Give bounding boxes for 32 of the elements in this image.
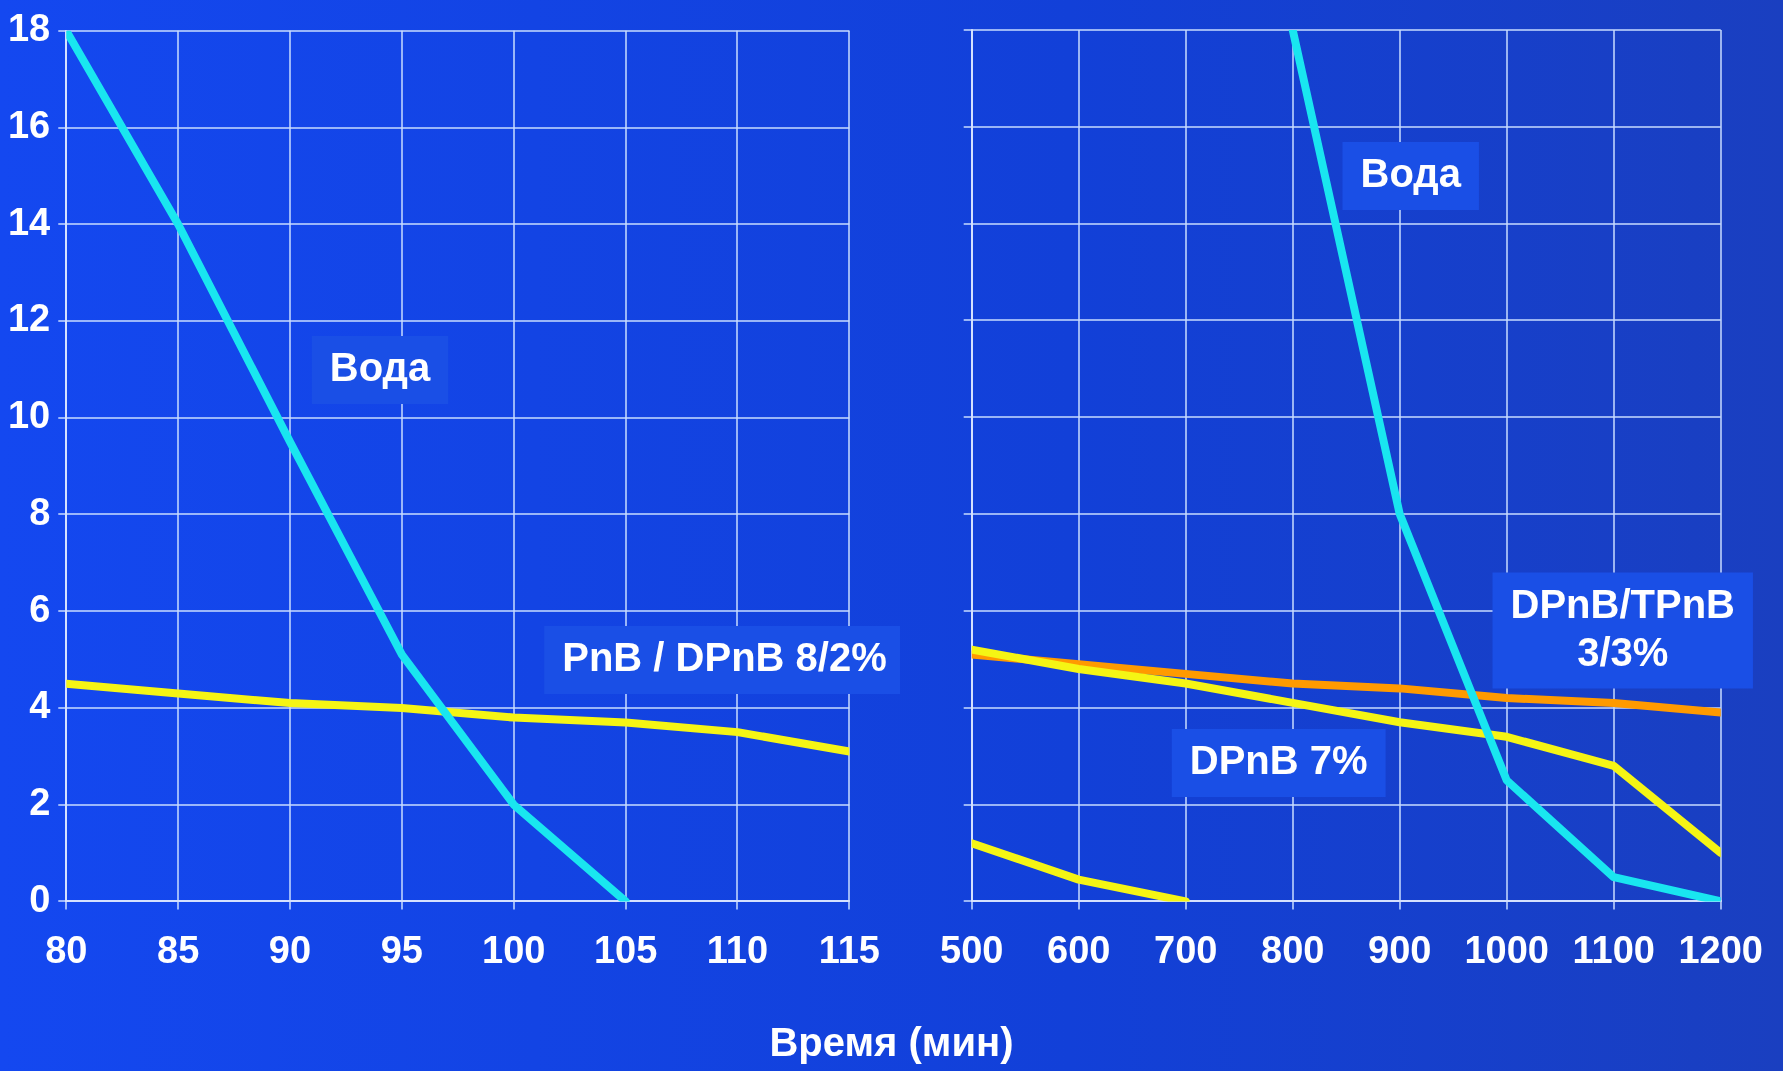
y-tick-label: 16 [7, 104, 51, 147]
x-tick-label: 500 [940, 928, 1004, 971]
x-tick-label: 1000 [1464, 928, 1549, 971]
y-tick-label: 14 [7, 200, 51, 243]
x-tick-label: 80 [45, 928, 88, 971]
series-label: DPnB/TPnB 3/3% [1510, 581, 1735, 674]
x-axis-title: Время (мин) [768, 1020, 1015, 1065]
x-tick-label: 110 [706, 928, 769, 971]
x-tick-label: 600 [1047, 928, 1111, 971]
y-tick-label: 8 [29, 490, 51, 533]
x-tick-label: 800 [1261, 928, 1325, 971]
x-tick-label: 700 [1154, 928, 1218, 971]
x-tick-label: 95 [380, 928, 424, 971]
x-tick-label: 90 [268, 928, 312, 971]
y-tick-label: 18 [7, 7, 51, 50]
series-label: PnB / DPnB 8/2% [562, 635, 887, 680]
x-tick-label: 115 [818, 928, 880, 971]
y-tick-label: 6 [29, 587, 51, 630]
y-tick-label: 12 [7, 297, 51, 340]
y-tick-label: 4 [29, 684, 51, 727]
series-label: Вода [329, 344, 431, 389]
x-tick-label: 105 [593, 928, 658, 971]
x-tick-label: 900 [1368, 928, 1432, 971]
series-label: DPnB 7% [1189, 737, 1368, 782]
x-tick-label: 100 [482, 928, 546, 971]
series-label: Вода [1360, 151, 1462, 196]
x-tick-label: 1100 [1572, 928, 1655, 971]
x-tick-label: 1200 [1678, 928, 1764, 971]
y-tick-label: 2 [29, 781, 51, 824]
y-tick-label: 10 [7, 394, 51, 437]
y-tick-label: 0 [29, 877, 51, 920]
x-tick-label: 85 [157, 928, 200, 971]
